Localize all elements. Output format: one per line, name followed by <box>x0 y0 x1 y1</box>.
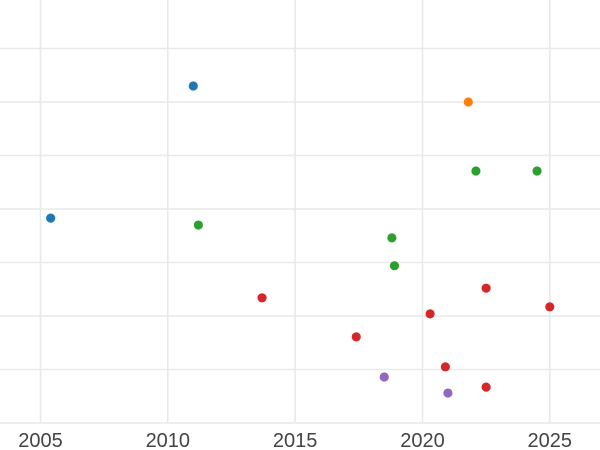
data-point-red <box>351 332 361 342</box>
data-point-purple <box>443 388 453 398</box>
x-tick-label-2025: 2025 <box>528 430 573 450</box>
data-point-orange <box>463 97 473 107</box>
data-point-red <box>545 302 555 312</box>
data-point-blue <box>46 213 56 223</box>
data-point-green <box>532 166 542 176</box>
data-point-purple <box>379 372 389 382</box>
data-point-green <box>471 166 481 176</box>
data-point-red <box>257 293 267 303</box>
data-point-green <box>389 261 400 271</box>
data-point-red <box>481 283 491 293</box>
data-point-blue <box>188 81 198 91</box>
data-point-green <box>193 220 203 230</box>
data-point-green <box>387 233 397 243</box>
x-tick-label-2015: 2015 <box>273 430 318 450</box>
data-point-red <box>481 382 491 392</box>
x-tick-label-2020: 2020 <box>400 430 445 450</box>
x-tick-label-2010: 2010 <box>146 430 191 450</box>
data-point-red <box>440 362 450 372</box>
x-tick-label-2005: 2005 <box>18 430 63 450</box>
data-point-red <box>425 309 435 319</box>
